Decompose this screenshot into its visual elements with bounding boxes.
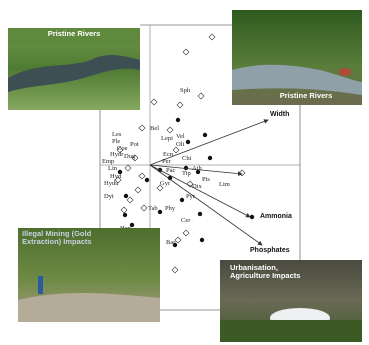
figure: Width Ammonia Phosphates Sph Bel LesPle Lepi C… [0,0,369,345]
photo: Pristine Rivers [8,28,140,110]
point-open [198,93,204,99]
taxon-label: Bar [166,239,176,246]
taxon-label: Tip [182,170,191,177]
taxon-label: Gyr [160,180,171,187]
point-open [183,230,189,236]
taxon-label: Tab [148,205,158,212]
taxon-label: Dug [124,153,136,160]
taxon-label: Per [162,158,172,165]
point-open [167,127,173,133]
point-filled [186,140,190,144]
point-open [239,170,245,176]
point-filled [145,178,149,182]
taxon-label: Ecn [163,151,174,158]
taxon-label: Pis [202,176,210,183]
point-open [125,165,131,171]
taxon-label: Dyt [104,193,114,200]
taxon-label: Hyd [110,173,122,180]
vector-label: Ammonia [260,213,292,220]
photo: Urbanisation,Agriculture Impacts [220,260,362,342]
taxon-label: Oli [176,141,185,148]
taxon-label: Ath [192,165,203,172]
taxon-label: Bel [150,125,159,132]
point-open [121,207,127,213]
point-open [172,267,178,273]
point-filled [200,238,204,242]
point-filled [124,194,128,198]
vector-label: Width [270,111,289,118]
point-filled [208,156,212,160]
point-open [177,102,183,108]
taxon-label: Lin [108,165,118,172]
point-filled [203,133,207,137]
point-open [151,99,157,105]
taxon-label: Chi [182,155,192,162]
taxon-label: Pot [130,141,139,148]
point-filled [176,118,180,122]
point-open [135,187,141,193]
point-filled [180,198,184,202]
photo-caption: Pristine Rivers [48,29,101,38]
vector-label: Phosphates [250,247,290,254]
taxon-label: Lim [219,181,230,188]
taxon-label: Sph [180,87,191,94]
taxon-label: Lepi [161,135,173,142]
point-filled [123,213,127,217]
point-open [139,173,145,179]
photo-caption: Pristine Rivers [280,91,333,100]
point-open [183,49,189,55]
point-filled [158,210,162,214]
point-filled [198,212,202,216]
taxon-label: Pac [166,167,176,174]
photo: Pristine Rivers [232,10,362,105]
taxon-label: Dix [192,183,203,190]
taxon-label: Hydr [110,151,124,158]
point-open [209,34,215,40]
point-open [139,125,145,131]
taxon-label: Phy [165,205,176,212]
point-open [175,237,181,243]
taxon-label: Emp [102,158,114,165]
taxon-label: Hydu [104,180,119,187]
taxon-label: Ple [112,138,120,145]
point-open [141,205,147,211]
point-filled [250,215,254,219]
taxon-label: Les [112,131,122,138]
taxon-label: Pyr [186,193,196,200]
taxon-label: Cer [181,217,191,224]
point-open [127,197,133,203]
taxon-label: Vel [176,133,185,140]
